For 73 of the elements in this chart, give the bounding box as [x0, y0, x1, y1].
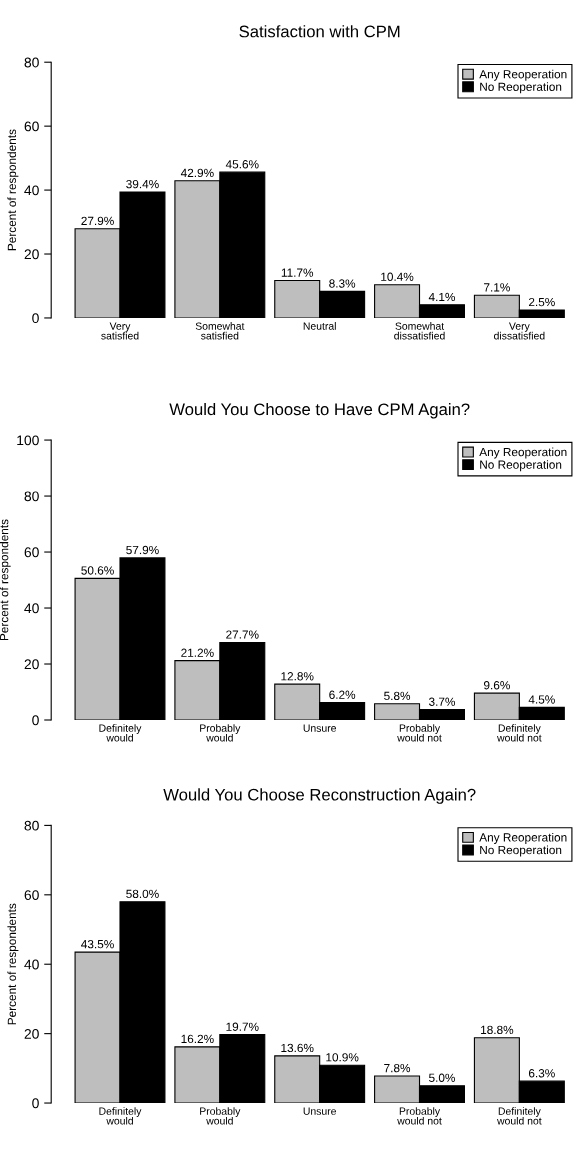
data-label: 7.8%: [384, 1063, 411, 1073]
x-tick-label: Definitely would not: [497, 724, 542, 742]
data-label: 12.8%: [281, 672, 314, 681]
y-tick-label: 80: [24, 491, 39, 502]
legend-label: No Reoperation: [480, 460, 562, 472]
data-label: 57.9%: [126, 545, 159, 555]
y-tick-label: 20: [24, 1028, 39, 1039]
data-label: 5.0%: [429, 1073, 456, 1082]
data-label: 43.5%: [81, 940, 114, 949]
x-tick-label: Somewhat dissatisfied: [394, 322, 445, 340]
x-tick-label: Probably would: [200, 1107, 241, 1125]
data-label: 7.1%: [484, 283, 510, 292]
data-label: 9.6%: [484, 681, 510, 690]
data-label: 10.9%: [326, 1053, 359, 1062]
y-tick-label: 80: [24, 820, 39, 831]
data-label: 19.7%: [226, 1022, 259, 1031]
legend-label: Any Reoperation: [479, 69, 567, 81]
y-tick-label: 80: [24, 57, 39, 68]
y-tick-label: 60: [24, 547, 39, 558]
data-label: 21.2%: [181, 648, 214, 657]
y-axis-title: Percent of respondents: [7, 129, 19, 251]
y-tick-label: 0: [32, 1098, 39, 1109]
y-tick-label: 60: [24, 121, 39, 132]
x-tick-label: Very satisfied: [101, 322, 139, 340]
x-tick-label: Probably would: [200, 724, 241, 742]
data-label: 5.8%: [384, 691, 411, 701]
data-label: 6.3%: [528, 1069, 555, 1078]
x-tick-label: Definitely would: [99, 1107, 142, 1125]
y-tick-label: 20: [24, 659, 39, 670]
x-tick-label: Very dissatisfied: [494, 322, 545, 340]
y-tick-label: 40: [24, 185, 39, 196]
data-label: 50.6%: [81, 566, 114, 575]
legend-label: No Reoperation: [480, 82, 562, 94]
data-label: 6.2%: [329, 690, 356, 699]
data-label: 4.5%: [528, 695, 555, 704]
x-tick-label: Probably would not: [397, 1107, 442, 1125]
data-label: 58.0%: [126, 889, 159, 899]
chart-title: Would You Choose Reconstruction Again?: [163, 788, 476, 804]
x-tick-label: Unsure: [303, 724, 337, 732]
data-label: 27.7%: [226, 630, 259, 639]
x-tick-label: Definitely would not: [497, 1107, 542, 1125]
data-label: 4.1%: [428, 292, 456, 302]
legend-label: Any Reoperation: [479, 447, 567, 459]
chart-title: Satisfaction with CPM: [239, 25, 400, 38]
data-label: 39.4%: [126, 179, 159, 189]
x-tick-label: Neutral: [303, 322, 336, 330]
data-label: 2.5%: [528, 297, 555, 307]
y-axis-title: Percent of respondents: [7, 903, 19, 1025]
data-label: 16.2%: [181, 1034, 214, 1044]
data-label: 3.7%: [428, 697, 456, 706]
y-axis-title: Percent of respondents: [0, 519, 11, 641]
data-label: 13.6%: [281, 1043, 314, 1053]
chart-title: Would You Choose to Have CPM Again?: [169, 402, 470, 419]
data-label: 8.3%: [329, 279, 356, 288]
x-tick-label: Probably would not: [397, 724, 442, 742]
legend-label: No Reoperation: [480, 845, 562, 857]
data-label: 42.9%: [180, 168, 214, 178]
y-tick-label: 40: [24, 959, 39, 970]
y-tick-label: 40: [24, 603, 39, 614]
y-tick-label: 20: [24, 249, 39, 260]
y-tick-label: 0: [32, 715, 39, 726]
data-label: 18.8%: [481, 1025, 514, 1035]
legend-label: Any Reoperation: [479, 832, 567, 844]
x-tick-label: Definitely would: [99, 724, 142, 742]
x-tick-label: Unsure: [303, 1107, 337, 1115]
x-tick-label: Somewhat satisfied: [195, 322, 245, 340]
data-label: 45.6%: [225, 160, 259, 169]
data-label: 11.7%: [281, 268, 314, 277]
data-label: 27.9%: [81, 216, 114, 226]
y-tick-label: 0: [32, 313, 39, 324]
y-tick-label: 100: [17, 435, 39, 446]
y-tick-label: 60: [24, 890, 39, 900]
data-label: 10.4%: [381, 272, 414, 281]
